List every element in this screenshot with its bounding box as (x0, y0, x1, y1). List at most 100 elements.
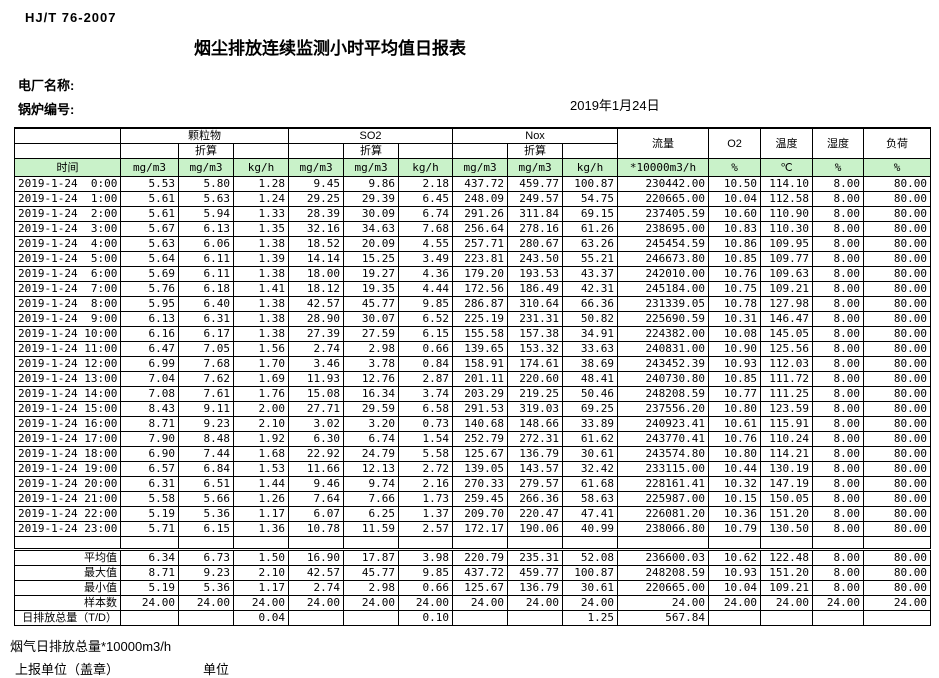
value-cell: 110.90 (760, 206, 814, 222)
value-cell: 311.84 (507, 206, 564, 222)
value-cell: 8.00 (812, 176, 865, 192)
value-cell: 6.17 (178, 326, 234, 342)
empty-cell (398, 536, 454, 550)
converted-label: 折算 (507, 143, 564, 159)
value-cell: 114.10 (760, 176, 814, 192)
value-cell: 286.87 (452, 296, 509, 312)
summary-value-cell: 2.10 (232, 565, 290, 581)
unit-cell: % (863, 158, 932, 177)
value-cell: 8.00 (812, 521, 865, 537)
value-cell: 248.09 (452, 191, 509, 207)
value-cell: 8.00 (812, 431, 865, 447)
summary-value-cell: 5.36 (178, 580, 234, 596)
value-cell: 7.08 (120, 386, 179, 402)
value-cell: 80.00 (863, 176, 932, 192)
summary-value-cell: 151.20 (760, 565, 814, 581)
monitoring-table: 颗粒物 SO2 Nox 流量 O2 温度 湿度 负荷 折算 折算 折算 (14, 127, 932, 626)
unit-label: 单位 (203, 662, 230, 677)
value-cell: 209.70 (452, 506, 509, 522)
value-cell: 223.81 (452, 251, 509, 267)
summary-value-cell: 10.04 (708, 580, 762, 596)
value-cell: 10.61 (708, 416, 762, 432)
time-cell: 2019-1-24 9:00 (14, 311, 121, 327)
value-cell: 2.10 (232, 416, 290, 432)
value-cell: 80.00 (863, 521, 932, 537)
time-cell: 2019-1-24 8:00 (14, 296, 121, 312)
value-cell: 8.00 (812, 446, 865, 462)
table-row: 2019-1-24 7:00 5.76 6.18 1.41 18.12 19.35 4.44… (14, 281, 932, 297)
value-cell: 5.66 (178, 491, 234, 507)
page-title: 烟尘排放连续监测小时平均值日报表 (194, 39, 466, 58)
table-row: 2019-1-24 22:00 5.19 5.36 1.17 6.07 6.25 1.37 2… (14, 506, 932, 522)
value-cell: 115.91 (760, 416, 814, 432)
value-cell: 50.46 (562, 386, 619, 402)
value-cell: 219.25 (507, 386, 564, 402)
value-cell: 5.80 (178, 176, 234, 192)
value-cell: 5.61 (120, 206, 179, 222)
value-cell: 8.00 (812, 221, 865, 237)
value-cell: 24.79 (343, 446, 400, 462)
value-cell: 225690.59 (617, 311, 710, 327)
value-cell: 10.08 (708, 326, 762, 342)
value-cell: 55.21 (562, 251, 619, 267)
corner-cell (14, 127, 121, 144)
value-cell: 145.05 (760, 326, 814, 342)
value-cell: 28.90 (288, 311, 345, 327)
value-cell: 245454.59 (617, 236, 710, 252)
value-cell: 6.51 (178, 476, 234, 492)
empty-cell (288, 143, 345, 159)
value-cell: 32.16 (288, 221, 345, 237)
value-cell: 112.58 (760, 191, 814, 207)
value-cell: 10.04 (708, 191, 762, 207)
table-row: 2019-1-24 4:00 5.63 6.06 1.38 18.52 20.09 4.55… (14, 236, 932, 252)
report-date: 2019年1月24日 (570, 98, 660, 113)
summary-value-cell: 24.00 (617, 595, 710, 611)
value-cell: 123.59 (760, 401, 814, 417)
summary-value-cell: 8.00 (812, 548, 865, 566)
summary-label: 样本数 (14, 595, 121, 611)
value-cell: 6.84 (178, 461, 234, 477)
value-cell: 9.23 (178, 416, 234, 432)
time-column-header: 时间 (14, 158, 121, 177)
value-cell: 6.25 (343, 506, 400, 522)
value-cell: 80.00 (863, 191, 932, 207)
value-cell: 310.64 (507, 296, 564, 312)
value-cell: 6.06 (178, 236, 234, 252)
value-cell: 270.33 (452, 476, 509, 492)
value-cell: 80.00 (863, 461, 932, 477)
converted-header-row: 折算 折算 折算 (14, 143, 931, 159)
summary-value-cell: 2.74 (288, 580, 345, 596)
value-cell: 7.68 (178, 356, 234, 372)
value-cell: 245184.00 (617, 281, 710, 297)
value-cell: 190.06 (507, 521, 564, 537)
value-cell: 109.63 (760, 266, 814, 282)
unit-cell: kg/h (232, 158, 290, 177)
empty-cell (178, 536, 234, 550)
summary-row: 平均值 6.34 6.73 1.50 16.90 17.87 3.98 220.79 235.3… (14, 548, 932, 566)
value-cell: 12.76 (343, 371, 400, 387)
value-cell: 2.57 (398, 521, 454, 537)
value-cell: 238066.80 (617, 521, 710, 537)
empty-cell (398, 143, 454, 159)
summary-value-cell: 17.87 (343, 548, 400, 566)
table-row: 2019-1-24 14:00 7.08 7.61 1.76 15.08 16.34 3.7… (14, 386, 932, 402)
group-header-so2: SO2 (288, 127, 454, 144)
value-cell: 1.38 (232, 326, 290, 342)
summary-value-cell (178, 610, 234, 626)
value-cell: 80.00 (863, 311, 932, 327)
value-cell: 10.15 (708, 491, 762, 507)
value-cell: 1.68 (232, 446, 290, 462)
empty-cell (232, 536, 290, 550)
summary-value-cell (760, 610, 814, 626)
value-cell: 279.57 (507, 476, 564, 492)
time-cell: 2019-1-24 0:00 (14, 176, 121, 192)
group-header-row: 颗粒物 SO2 Nox 流量 O2 温度 湿度 负荷 (14, 127, 932, 159)
table-row: 2019-1-24 18:00 6.90 7.44 1.68 22.92 24.79 5.5… (14, 446, 932, 462)
value-cell: 243574.80 (617, 446, 710, 462)
value-cell: 80.00 (863, 266, 932, 282)
value-cell: 5.94 (178, 206, 234, 222)
value-cell: 7.64 (288, 491, 345, 507)
value-cell: 7.62 (178, 371, 234, 387)
value-cell: 6.74 (398, 206, 454, 222)
value-cell: 6.31 (178, 311, 234, 327)
